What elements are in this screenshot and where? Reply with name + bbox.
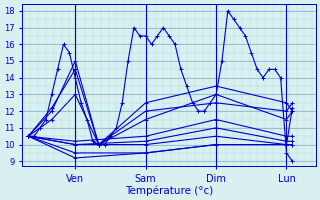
X-axis label: Température (°c): Température (°c) [125,185,213,196]
